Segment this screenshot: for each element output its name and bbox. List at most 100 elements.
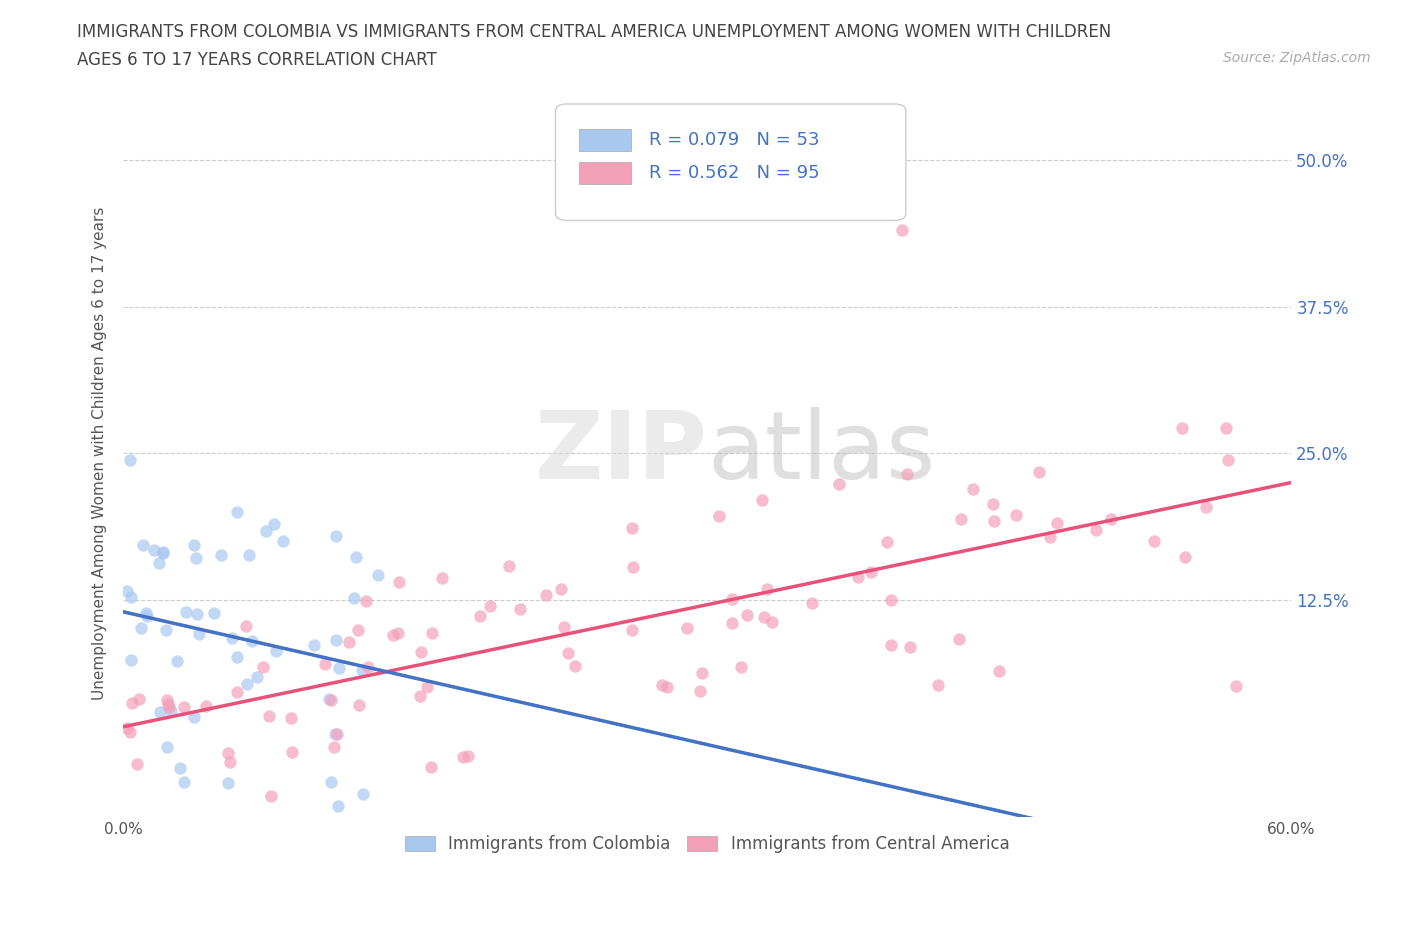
Point [1084, 523, 1107, 538]
Point [430, 571, 453, 586]
Point [451, 750, 474, 764]
Point [264, 644, 287, 658]
Point [263, 516, 285, 531]
Text: atlas: atlas [707, 407, 935, 499]
Point [896, 467, 918, 482]
Point [898, 639, 921, 654]
Point [387, 625, 409, 640]
Point [156, 739, 179, 754]
Point [183, 538, 205, 552]
Point [409, 689, 432, 704]
Point [188, 627, 211, 642]
Point [479, 599, 502, 614]
Legend: Immigrants from Colombia, Immigrants from Central America: Immigrants from Colombia, Immigrants fro… [398, 829, 1017, 860]
Point [1028, 464, 1050, 479]
Point [235, 618, 257, 633]
Point [318, 692, 340, 707]
Point [962, 482, 984, 497]
Point [183, 710, 205, 724]
Point [356, 593, 378, 608]
Point [880, 593, 903, 608]
Point [981, 497, 1004, 512]
Point [155, 693, 177, 708]
Point [948, 632, 970, 647]
Point [271, 533, 294, 548]
Point [236, 846, 259, 861]
Point [1143, 534, 1166, 549]
Point [347, 623, 370, 638]
Point [621, 521, 644, 536]
Point [470, 608, 492, 623]
Text: IMMIGRANTS FROM COLOMBIA VS IMMIGRANTS FROM CENTRAL AMERICA UNEMPLOYMENT AMONG W: IMMIGRANTS FROM COLOMBIA VS IMMIGRANTS F… [77, 23, 1112, 41]
Point [381, 628, 404, 643]
Point [260, 789, 283, 804]
Point [157, 697, 180, 711]
Point [344, 550, 367, 565]
Point [217, 776, 239, 790]
FancyBboxPatch shape [579, 129, 631, 152]
Point [259, 708, 281, 723]
Point [254, 523, 277, 538]
Point [226, 505, 249, 520]
Point [564, 658, 586, 673]
Point [689, 684, 711, 698]
Point [420, 626, 443, 641]
Point [217, 745, 239, 760]
Point [166, 654, 188, 669]
Point [337, 635, 360, 650]
Point [169, 760, 191, 775]
Point [416, 680, 439, 695]
Point [1005, 508, 1028, 523]
Point [509, 601, 531, 616]
Point [152, 544, 174, 559]
Point [325, 528, 347, 543]
Point [120, 453, 142, 468]
Point [246, 670, 269, 684]
Point [152, 545, 174, 560]
Point [325, 632, 347, 647]
Point [880, 637, 903, 652]
Point [157, 699, 180, 714]
Point [225, 684, 247, 699]
Point [280, 711, 302, 725]
Point [657, 680, 679, 695]
Point [730, 659, 752, 674]
Point [319, 693, 342, 708]
Point [155, 622, 177, 637]
FancyBboxPatch shape [555, 104, 905, 220]
Point [751, 492, 773, 507]
Point [651, 677, 673, 692]
Point [1099, 512, 1122, 526]
Point [1171, 420, 1194, 435]
Point [121, 695, 143, 710]
FancyBboxPatch shape [579, 162, 631, 184]
Point [1174, 550, 1197, 565]
Point [131, 620, 153, 635]
Y-axis label: Unemployment Among Women with Children Ages 6 to 17 years: Unemployment Among Women with Children A… [93, 206, 107, 700]
Point [115, 584, 138, 599]
Point [927, 677, 949, 692]
Point [128, 692, 150, 707]
Point [735, 607, 758, 622]
Point [1225, 679, 1247, 694]
Point [1195, 499, 1218, 514]
Point [221, 631, 243, 645]
Point [498, 559, 520, 574]
Point [800, 596, 823, 611]
Point [174, 604, 197, 619]
Point [117, 721, 139, 736]
Point [120, 653, 142, 668]
Point [326, 726, 349, 741]
Point [1039, 529, 1062, 544]
Point [225, 649, 247, 664]
Point [143, 543, 166, 558]
Point [328, 798, 350, 813]
Point [761, 615, 783, 630]
Point [135, 605, 157, 620]
Point [690, 666, 713, 681]
Text: ZIP: ZIP [534, 407, 707, 499]
Point [352, 787, 374, 802]
Point [983, 513, 1005, 528]
Point [848, 570, 870, 585]
Point [118, 724, 141, 739]
